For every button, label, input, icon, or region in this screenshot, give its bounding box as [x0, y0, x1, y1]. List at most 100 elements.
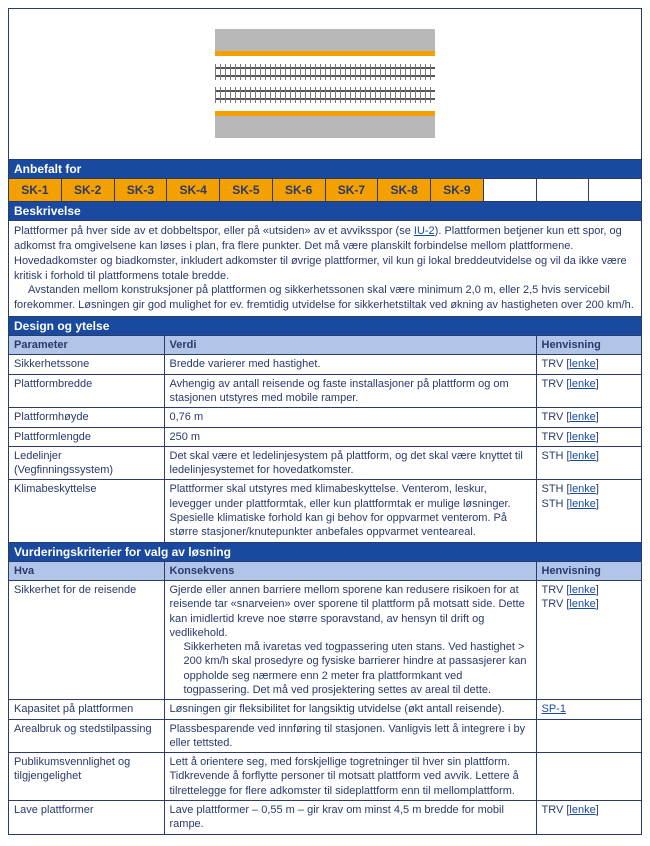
table-row: SikkerhetssoneBredde varierer med hastig… [9, 355, 641, 374]
sk-cell-empty [589, 179, 641, 201]
desc-link-iu2[interactable]: IU-2 [414, 225, 435, 237]
design-table: Parameter Verdi Henvisning Sikkerhetsson… [9, 335, 641, 542]
table-row: Plattformlengde250 m TRV [lenke] [9, 427, 641, 446]
ref-entry: TRV [lenke] [542, 378, 599, 390]
section-header-beskrivelse: Beskrivelse [9, 201, 641, 220]
cell-verdi: Plattformer skal utstyres med klimabesky… [164, 480, 536, 542]
ref-link[interactable]: lenke [570, 498, 596, 510]
th-henvisning-2: Henvisning [536, 561, 641, 580]
ref-entry: TRV [lenke] [542, 358, 599, 370]
ref-cell: TRV [lenke] [536, 355, 641, 374]
th-hva: Hva [9, 561, 164, 580]
beskrivelse-body: Plattformer på hver side av et dobbeltsp… [9, 220, 641, 316]
diagram-track-2 [215, 87, 435, 103]
cell-parameter: Klimabeskyttelse [9, 480, 164, 542]
ref-cell: TRV [lenke] [536, 408, 641, 427]
table-row: Lave plattformerLave plattformer – 0,55 … [9, 801, 641, 834]
ref-cell [536, 719, 641, 753]
diagram-track-1 [215, 64, 435, 80]
cell-konsekvens: Gjerde eller annen barriere mellom spore… [164, 580, 536, 699]
sk-cell-empty [537, 179, 590, 201]
cell-konsekvens-extra: Sikkerheten må ivaretas ved togpassering… [170, 640, 531, 697]
ref-cell: TRV [lenke] [536, 427, 641, 446]
ref-entry: TRV [lenke] [542, 431, 599, 443]
ref-cell: TRV [lenke] TRV [lenke] [536, 580, 641, 699]
sk-cell-SK-1: SK-1 [9, 179, 62, 201]
design-table-header: Parameter Verdi Henvisning [9, 336, 641, 355]
sk-cell-empty [484, 179, 537, 201]
vurdering-table: Hva Konsekvens Henvisning Sikkerhet for … [9, 561, 641, 834]
sk-cell-SK-8: SK-8 [378, 179, 431, 201]
ref-link[interactable]: lenke [569, 804, 595, 816]
cell-parameter: Sikkerhetssone [9, 355, 164, 374]
diagram-area [9, 9, 641, 159]
cell-hva: Lave plattformer [9, 801, 164, 834]
ref-link[interactable]: lenke [570, 450, 596, 462]
cell-parameter: Ledelinjer (Vegfinningssystem) [9, 446, 164, 480]
sk-cell-SK-5: SK-5 [220, 179, 273, 201]
sk-cell-SK-6: SK-6 [273, 179, 326, 201]
cell-parameter: Plattformbredde [9, 374, 164, 408]
ref-cell: TRV [lenke] [536, 374, 641, 408]
cell-konsekvens: Løsningen gir fleksibilitet for langsikt… [164, 700, 536, 719]
ref-link[interactable]: lenke [570, 483, 596, 495]
cell-konsekvens: Plassbesparende ved innføring til stasjo… [164, 719, 536, 753]
table-row: KlimabeskyttelsePlattformer skal utstyre… [9, 480, 641, 542]
cell-konsekvens: Lett å orientere seg, med forskjellige t… [164, 753, 536, 801]
ref-cell: STH [lenke] STH [lenke] [536, 480, 641, 542]
th-konsekvens: Konsekvens [164, 561, 536, 580]
ref-link[interactable]: SP-1 [542, 703, 566, 715]
platform-diagram [215, 29, 435, 138]
ref-entry: TRV [lenke] [542, 584, 599, 596]
ref-cell: STH [lenke] [536, 446, 641, 480]
ref-entry: TRV [lenke] [542, 411, 599, 423]
cell-verdi: Avhengig av antall reisende og faste ins… [164, 374, 536, 408]
sk-cell-SK-7: SK-7 [326, 179, 379, 201]
table-row: Publikumsvennlighet og tilgjengelighetLe… [9, 753, 641, 801]
ref-entry: STH [lenke] [542, 450, 599, 462]
section-header-anbefalt: Anbefalt for [9, 159, 641, 178]
ref-cell: TRV [lenke] [536, 801, 641, 834]
ref-link[interactable]: lenke [569, 358, 595, 370]
diagram-platform-bottom [215, 116, 435, 138]
desc-text-2: Avstanden mellom konstruksjoner på platt… [14, 283, 636, 313]
ref-link[interactable]: lenke [569, 584, 595, 596]
ref-entry: STH [lenke] [542, 483, 599, 495]
cell-verdi: Bredde varierer med hastighet. [164, 355, 536, 374]
cell-verdi: Det skal være et ledelinjesystem på plat… [164, 446, 536, 480]
table-row: Ledelinjer (Vegfinningssystem)Det skal v… [9, 446, 641, 480]
table-row: PlattformbreddeAvhengig av antall reisen… [9, 374, 641, 408]
table-row: Arealbruk og stedstil­passingPlassbespar… [9, 719, 641, 753]
ref-link[interactable]: lenke [569, 598, 595, 610]
ref-entry: TRV [lenke] [542, 804, 599, 816]
table-row: Sikkerhet for de rei­sendeGjerde eller a… [9, 580, 641, 699]
ref-link[interactable]: lenke [569, 378, 595, 390]
sk-cell-SK-4: SK-4 [167, 179, 220, 201]
ref-link[interactable]: lenke [569, 411, 595, 423]
section-header-design: Design og ytelse [9, 316, 641, 335]
document-frame: Anbefalt for SK-1SK-2SK-3SK-4SK-5SK-6SK-… [8, 8, 642, 835]
cell-konsekvens: Lave plattformer – 0,55 m – gir krav om … [164, 801, 536, 834]
cell-hva: Arealbruk og stedstil­passing [9, 719, 164, 753]
cell-parameter: Plattformlengde [9, 427, 164, 446]
th-verdi: Verdi [164, 336, 536, 355]
th-henvisning: Henvisning [536, 336, 641, 355]
sk-row: SK-1SK-2SK-3SK-4SK-5SK-6SK-7SK-8SK-9 [9, 178, 641, 201]
table-row: Plattformhøyde0,76 mTRV [lenke] [9, 408, 641, 427]
sk-cell-SK-2: SK-2 [62, 179, 115, 201]
cell-hva: Sikkerhet for de rei­sende [9, 580, 164, 699]
cell-parameter: Plattformhøyde [9, 408, 164, 427]
ref-entry: TRV [lenke] [542, 598, 599, 610]
desc-text-1a: Plattformer på hver side av et dobbeltsp… [14, 225, 414, 237]
ref-cell [536, 753, 641, 801]
vurdering-table-header: Hva Konsekvens Henvisning [9, 561, 641, 580]
table-row: Kapasitet på plattfor­menLøsningen gir f… [9, 700, 641, 719]
cell-verdi: 250 m [164, 427, 536, 446]
ref-entry: STH [lenke] [542, 498, 599, 510]
sk-cell-SK-9: SK-9 [431, 179, 484, 201]
diagram-platform-top [215, 29, 435, 51]
ref-cell: SP-1 [536, 700, 641, 719]
th-parameter: Parameter [9, 336, 164, 355]
cell-hva: Kapasitet på plattfor­men [9, 700, 164, 719]
ref-link[interactable]: lenke [569, 431, 595, 443]
